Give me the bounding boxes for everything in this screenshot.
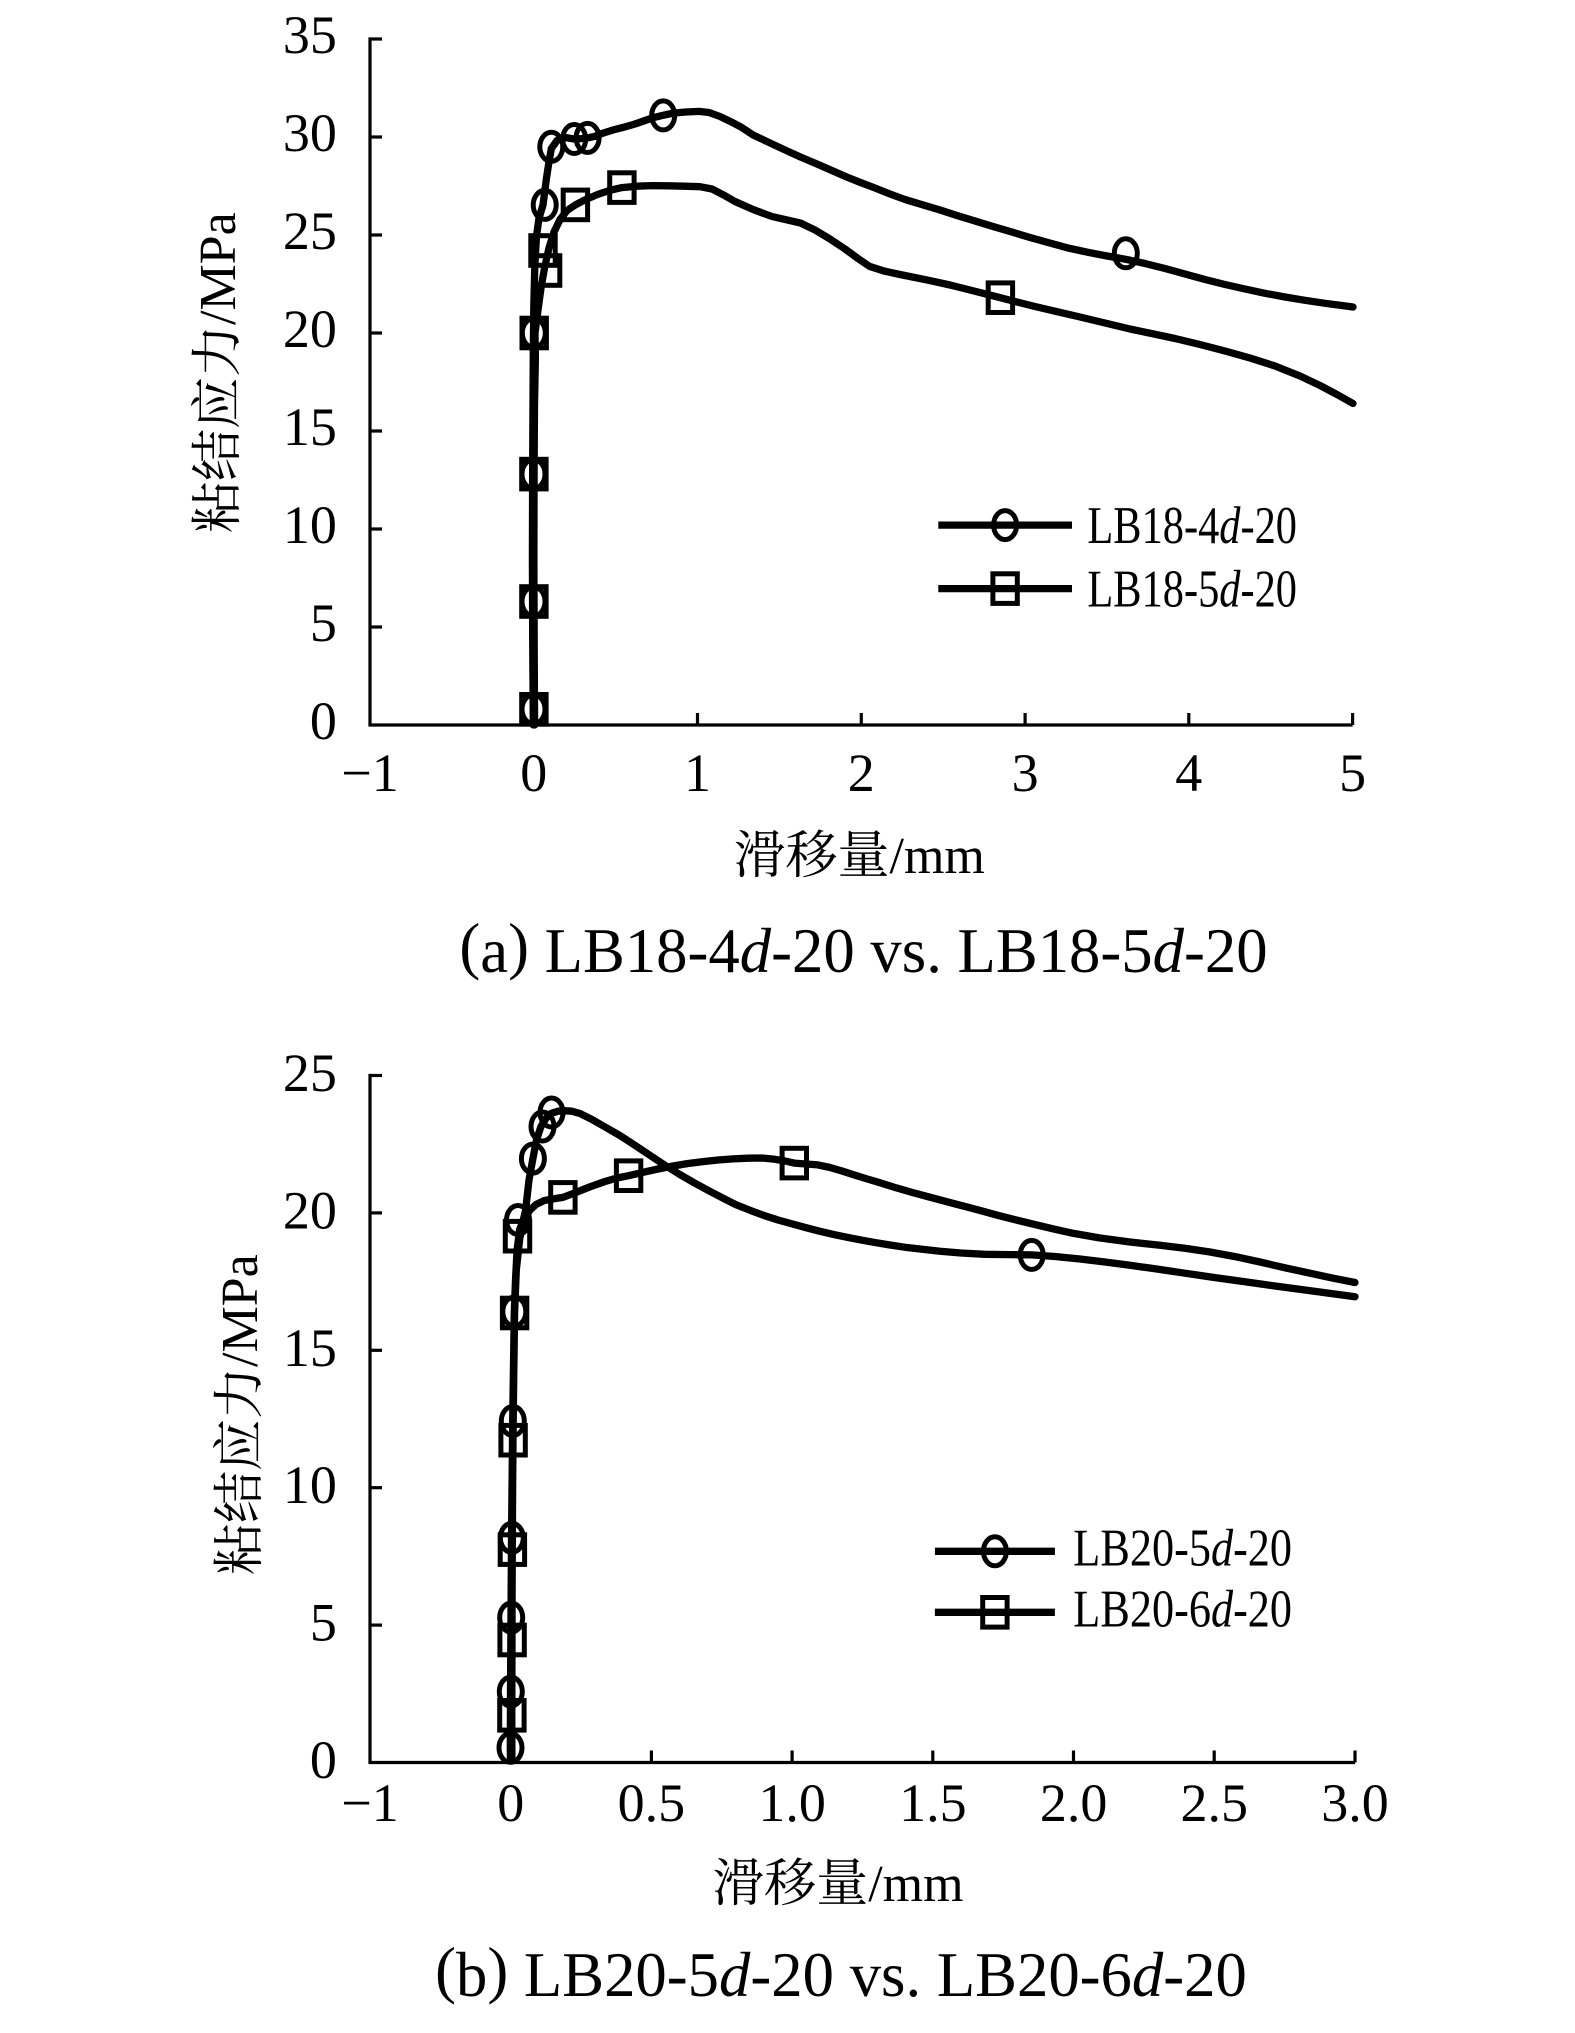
svg-text:−1: −1	[341, 743, 398, 803]
svg-text:/MPa: /MPa	[212, 1254, 269, 1367]
svg-text:/mm: /mm	[890, 828, 985, 885]
svg-text:30: 30	[283, 103, 337, 163]
svg-text:35: 35	[283, 5, 337, 65]
svg-text:(a) LB18-4d-20 vs. LB18-5d-20: (a) LB18-4d-20 vs. LB18-5d-20	[459, 910, 1267, 986]
svg-text:/mm: /mm	[868, 1856, 963, 1913]
svg-text:20: 20	[283, 299, 337, 359]
svg-text:10: 10	[283, 1455, 337, 1515]
svg-text:0.5: 0.5	[618, 1773, 686, 1833]
svg-text:/MPa: /MPa	[190, 212, 247, 325]
svg-text:LB18-5d-20: LB18-5d-20	[1087, 560, 1297, 619]
svg-text:25: 25	[283, 1043, 337, 1103]
svg-text:(b) LB20-5d-20 vs. LB20-6d-20: (b) LB20-5d-20 vs. LB20-6d-20	[435, 1934, 1247, 2010]
svg-text:2.5: 2.5	[1181, 1773, 1249, 1833]
svg-text:LB20-6d-20: LB20-6d-20	[1073, 1579, 1292, 1639]
svg-text:5: 5	[310, 1593, 337, 1653]
svg-text:3.0: 3.0	[1321, 1773, 1389, 1833]
svg-text:15: 15	[283, 1318, 337, 1378]
svg-text:0: 0	[497, 1773, 524, 1833]
svg-text:10: 10	[283, 495, 337, 555]
svg-text:LB18-4d-20: LB18-4d-20	[1087, 497, 1297, 556]
svg-text:5: 5	[1339, 743, 1366, 803]
svg-text:0: 0	[310, 691, 337, 751]
svg-text:4: 4	[1175, 743, 1202, 803]
svg-text:25: 25	[283, 201, 337, 261]
svg-text:2.0: 2.0	[1040, 1773, 1108, 1833]
svg-text:0: 0	[310, 1730, 337, 1790]
svg-text:3: 3	[1012, 743, 1039, 803]
svg-text:20: 20	[283, 1180, 337, 1240]
svg-text:1.5: 1.5	[899, 1773, 967, 1833]
svg-text:5: 5	[310, 593, 337, 653]
svg-text:−1: −1	[341, 1773, 398, 1833]
svg-text:15: 15	[283, 397, 337, 457]
svg-text:LB20-5d-20: LB20-5d-20	[1073, 1518, 1292, 1578]
svg-text:2: 2	[848, 743, 875, 803]
svg-text:1.0: 1.0	[758, 1773, 826, 1833]
svg-text:1: 1	[684, 743, 711, 803]
svg-text:0: 0	[520, 743, 547, 803]
